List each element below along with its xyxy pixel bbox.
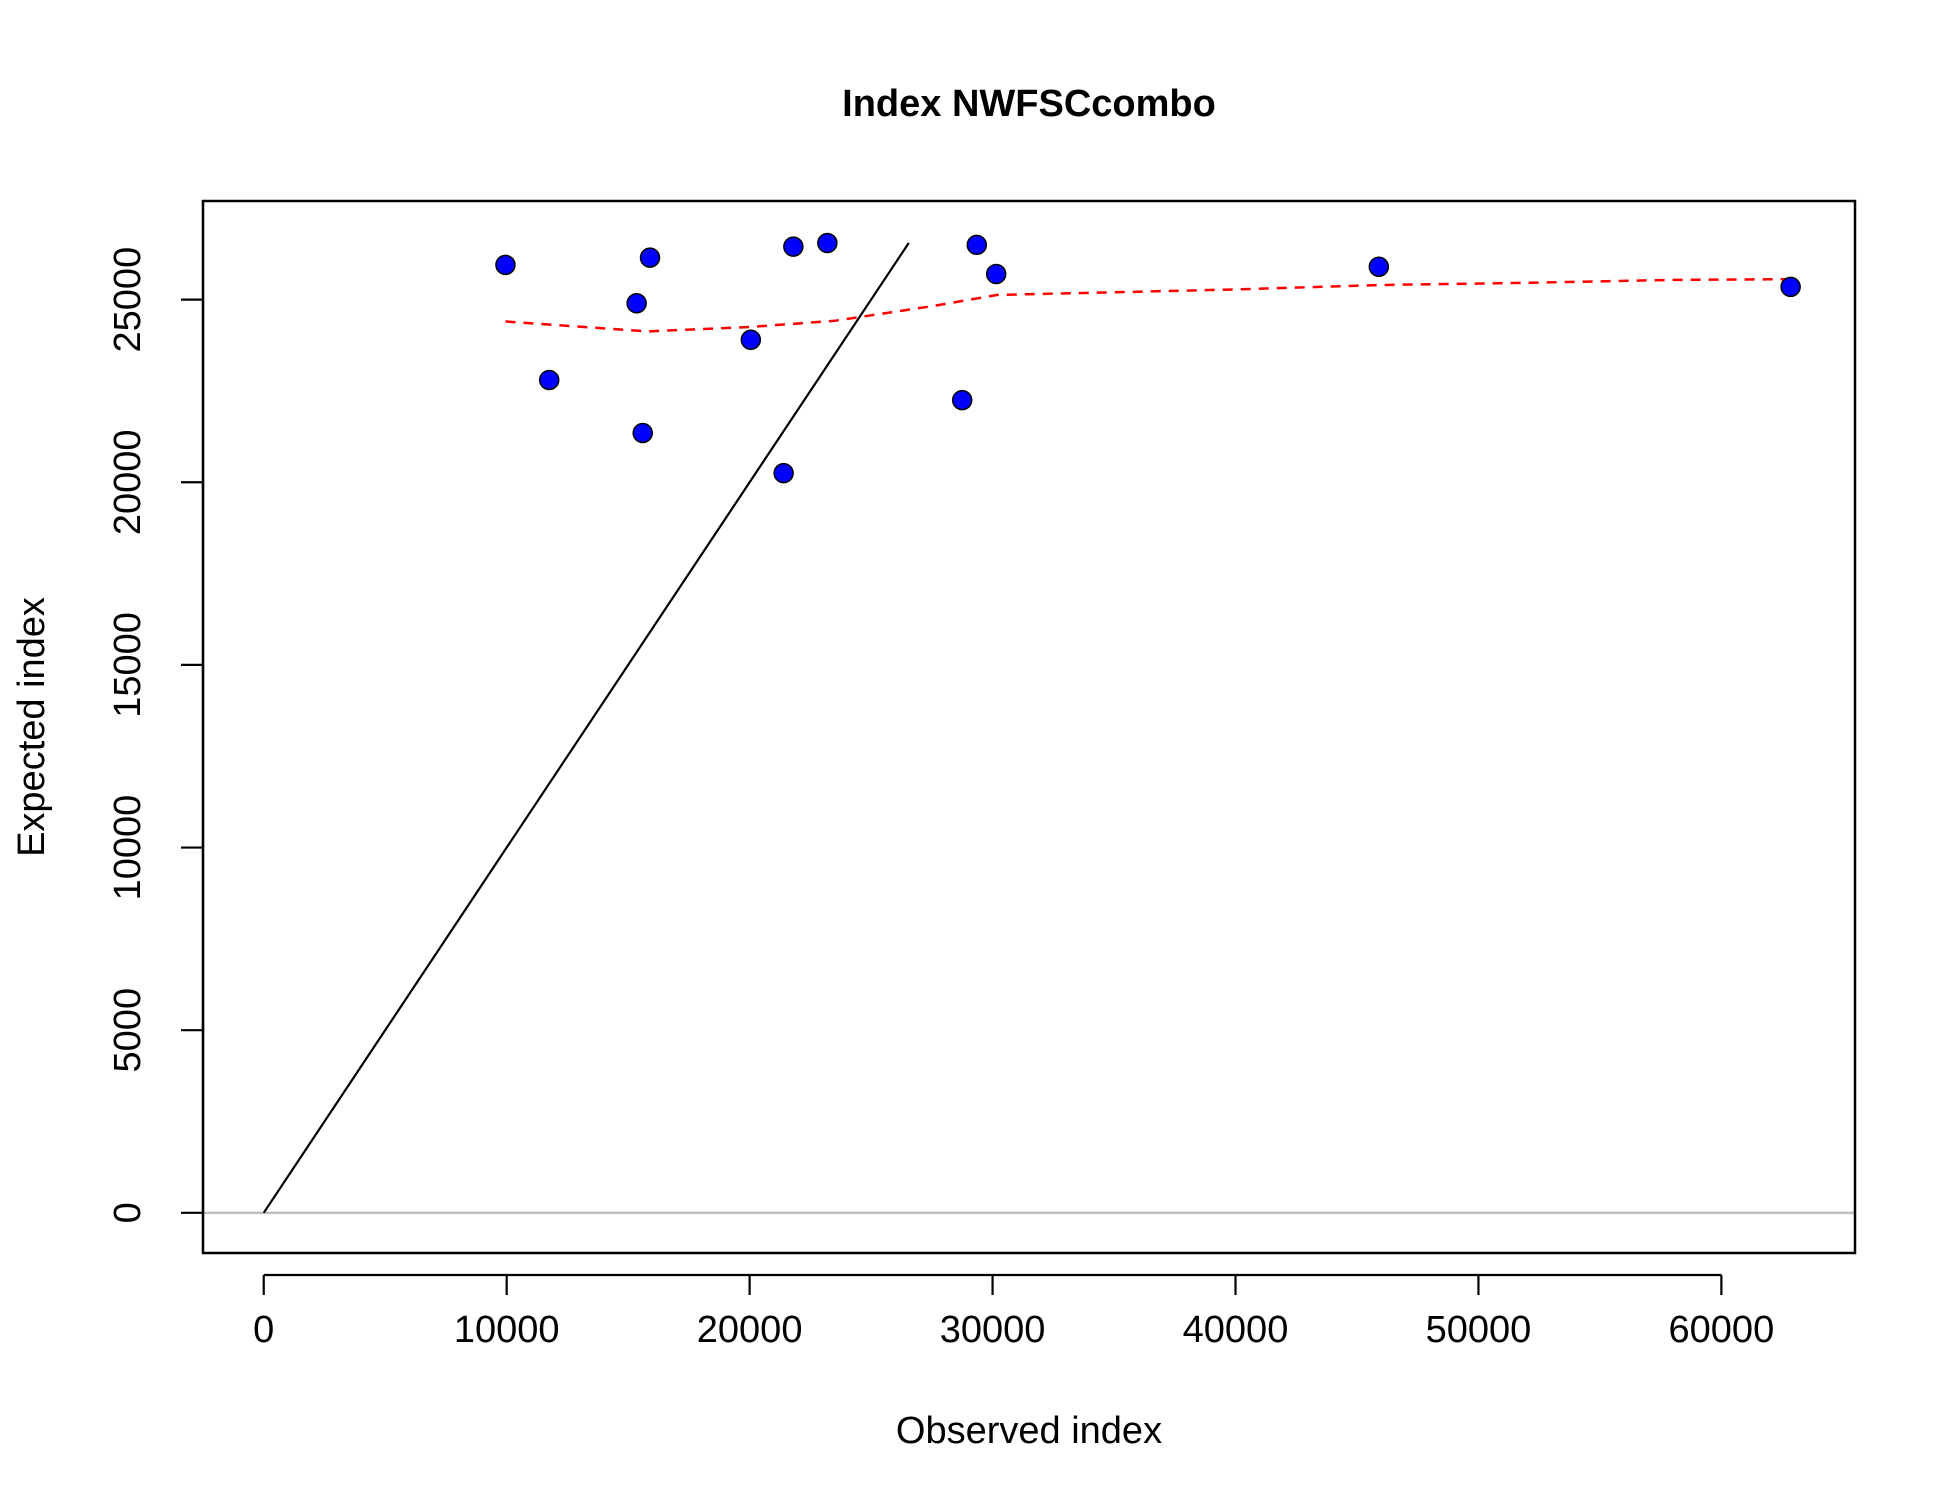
smoother-line [505, 277, 1791, 333]
x-tick-label: 50000 [1426, 1309, 1532, 1351]
plot-frame [201, 199, 1857, 1255]
data-point [626, 293, 647, 314]
points-layer [495, 232, 1801, 484]
chart-title: Index NWFSCcombo [842, 83, 1216, 125]
x-tick-label: 0 [253, 1309, 274, 1351]
identity-line [262, 242, 910, 1214]
x-tick-label: 40000 [1183, 1309, 1289, 1351]
data-point [1780, 276, 1801, 298]
data-point [538, 369, 560, 391]
data-point [817, 232, 838, 254]
x-axis-title: Observed index [896, 1410, 1162, 1452]
data-point [740, 329, 762, 351]
y-tick-label: 10000 [107, 795, 149, 901]
x-tick-label: 60000 [1669, 1309, 1775, 1351]
x-axis: 0 10000 20000 30000 40000 50000 60000 [253, 1273, 1775, 1351]
data-point [639, 247, 661, 268]
data-point [495, 254, 516, 276]
data-point [632, 422, 653, 444]
y-axis-title: Expected index [11, 597, 53, 857]
x-tick-label: 30000 [940, 1309, 1046, 1351]
y-tick-label: 15000 [107, 612, 149, 718]
y-tick-label: 5000 [107, 988, 149, 1073]
x-tick-label: 20000 [697, 1309, 803, 1351]
y-axis: 0 5000 10000 15000 20000 25000 [107, 247, 205, 1223]
x-tick-label: 10000 [454, 1309, 560, 1351]
data-point [951, 389, 973, 411]
data-point [966, 234, 988, 256]
lines-layer [203, 242, 1855, 1215]
y-tick-label: 0 [107, 1202, 149, 1223]
data-point [783, 236, 804, 257]
data-point [773, 462, 794, 484]
y-tick-label: 20000 [107, 429, 149, 535]
data-point [985, 263, 1007, 285]
y-tick-label: 25000 [107, 247, 149, 353]
data-point [1368, 256, 1390, 277]
